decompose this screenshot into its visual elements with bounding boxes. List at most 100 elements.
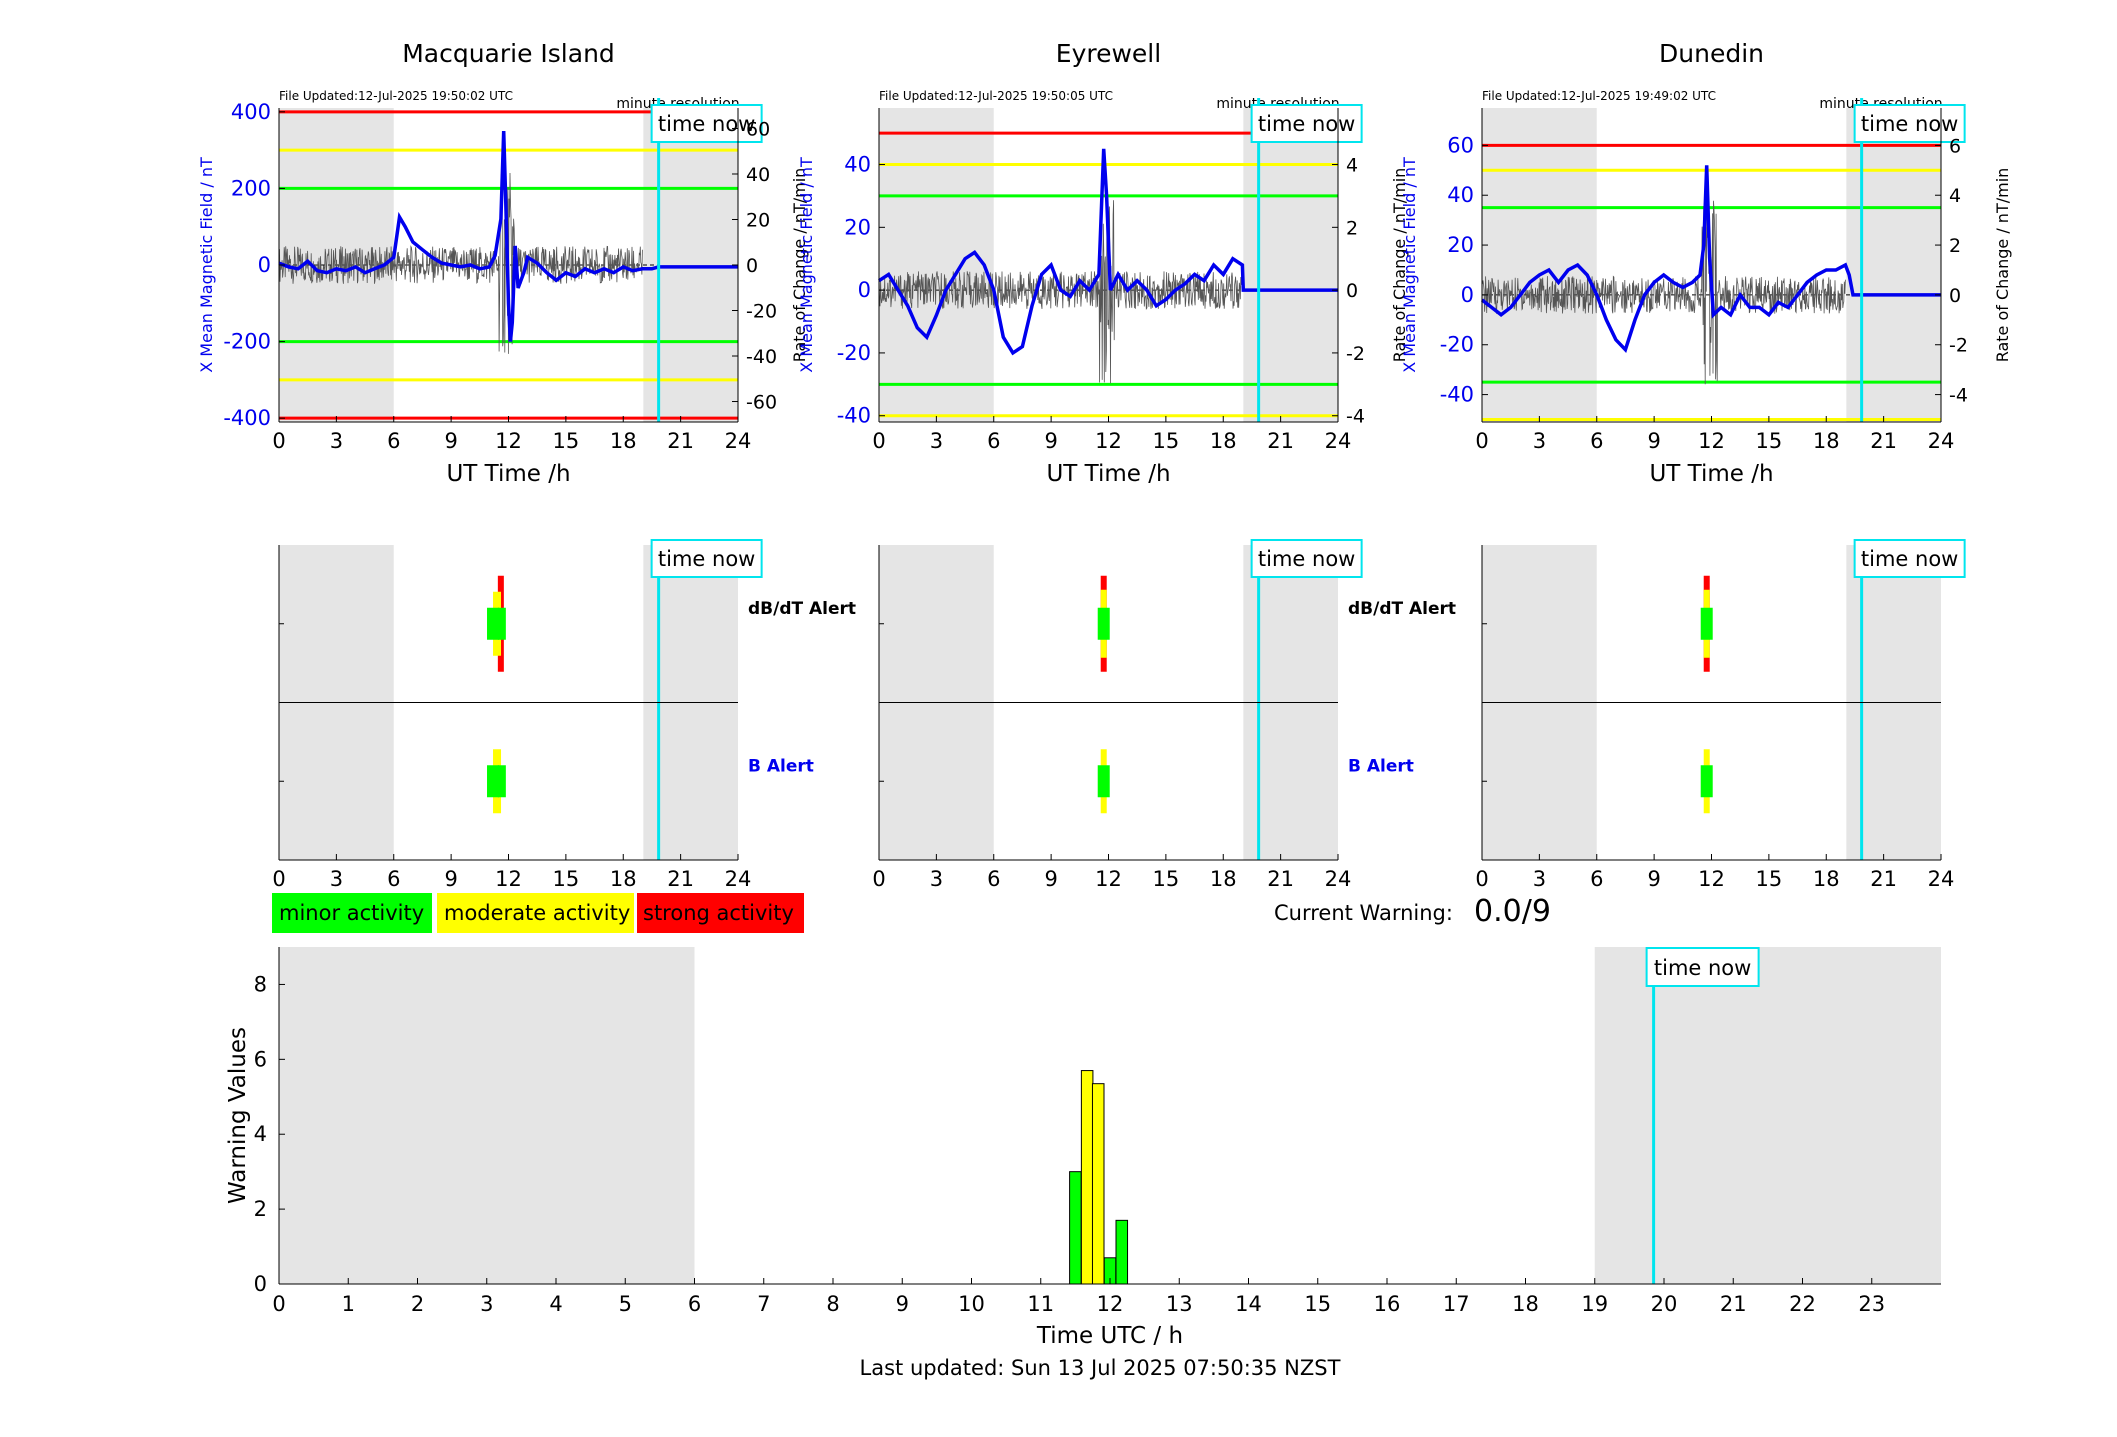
x-tick-label: 15 [1153,867,1180,891]
b-alert-label: B Alert [1348,756,1414,776]
x-tick-label: 3 [930,867,943,891]
footer-last-updated: Last updated: Sun 13 Jul 2025 07:50:35 N… [860,1356,1341,1380]
y2-axis-label: Rate of Change / nT/min [790,168,809,363]
x-tick-label: 6 [688,1292,701,1316]
file-updated-text: File Updated:12-Jul-2025 19:50:05 UTC [879,89,1113,103]
x-tick-label: 15 [1756,867,1783,891]
x-tick-label: 0 [272,1292,285,1316]
x-axis-label: Time UTC / h [1036,1323,1183,1349]
y-axis-label: X Mean Magnetic Field / nT [1400,157,1419,373]
x-tick-label: 2 [411,1292,424,1316]
x-tick-label: 3 [330,429,343,453]
x-tick-label: 21 [1870,867,1897,891]
panel-title: Macquarie Island [402,39,615,68]
y-tick-label: 40 [844,153,871,177]
x-tick-label: 20 [1651,1292,1678,1316]
magnetometer-panel-2: Eyrewell File Updated:12-Jul-2025 19:50:0… [797,39,1409,487]
x-tick-label: 21 [1267,429,1294,453]
night-shading [279,947,695,1284]
x-tick-label: 14 [1235,1292,1262,1316]
dbdt-minor-mark [1700,607,1713,640]
y-tick-label: 8 [254,972,267,996]
b-minor-mark [1097,765,1110,798]
magnetometer-panel-3: Dunedin File Updated:12-Jul-2025 19:49:02… [1400,39,2012,487]
x-axis-label: UT Time /h [1649,461,1773,487]
current-warning-value: 0.0/9 [1474,894,1551,929]
x-tick-label: 10 [958,1292,985,1316]
x-tick-label: 11 [1027,1292,1054,1316]
y2-tick-label: 4 [1949,185,1961,207]
x-tick-label: 18 [1210,429,1237,453]
x-tick-label: 18 [610,867,637,891]
file-updated-text: File Updated:12-Jul-2025 19:49:02 UTC [1482,89,1716,103]
time-now-box [1853,539,1966,578]
x-tick-label: 15 [1153,429,1180,453]
y-tick-label: 6 [254,1047,267,1071]
night-shading [1594,947,1941,1284]
x-tick-label: 6 [387,429,400,453]
y2-tick-label: -2 [1949,335,1968,357]
warning-bar [1115,1219,1129,1285]
legend-minor-swatch [272,893,432,933]
y-tick-label: 0 [254,1272,267,1296]
time-now-box [1645,947,1760,987]
x-tick-label: 23 [1858,1292,1885,1316]
time-now-label: time now [1654,956,1751,980]
legend-moderate-label: moderate activity [444,901,630,925]
dbdt-minor-mark [1097,607,1110,640]
time-now-box [1853,104,1966,143]
y-axis-label: X Mean Magnetic Field / nT [797,157,816,373]
y-tick-label: -20 [837,341,871,365]
x-tick-label: 3 [480,1292,493,1316]
current-warning-label: Current Warning: [1274,901,1453,925]
warning-bar [1080,1070,1094,1285]
x-tick-label: 0 [1475,429,1488,453]
x-tick-label: 21 [1267,867,1294,891]
y2-tick-label: -20 [746,301,777,323]
x-tick-label: 6 [1590,867,1603,891]
x-tick-label: 18 [1512,1292,1539,1316]
magnetometer-panel-1: Macquarie Island File Updated:12-Jul-2025… [197,39,809,487]
x-tick-label: 0 [872,429,885,453]
time-now-label: time now [658,112,755,136]
y2-tick-label: 2 [1949,235,1961,257]
y-tick-label: 20 [844,215,871,239]
y-tick-label: 200 [231,176,271,200]
y-tick-label: 40 [1447,183,1474,207]
y2-tick-label: 0 [1949,285,1961,307]
y-tick-label: -20 [1440,333,1474,357]
night-shading [879,108,994,422]
dbdt-alert-label: dB/dT Alert [748,599,856,619]
time-now-label: time now [1258,112,1355,136]
y-tick-label: 4 [254,1122,267,1146]
x-tick-label: 24 [1325,867,1352,891]
x-tick-label: 9 [1044,429,1057,453]
x-tick-label: 5 [619,1292,632,1316]
alert-panel-2: time now 0 3 6 9 12 15 18 21 24 dB/dT Alert B Alert [872,539,1456,891]
x-tick-label: 6 [987,429,1000,453]
y-tick-label: -200 [223,330,271,354]
x-field-line [278,130,738,342]
y-tick-label: 20 [1447,233,1474,257]
time-now-label: time now [1861,112,1958,136]
panel-title: Eyrewell [1056,39,1161,68]
y-tick-label: -400 [223,406,271,430]
y-tick-label: 400 [231,100,271,124]
x-axis-label: UT Time /h [446,461,570,487]
x-tick-label: 24 [1928,867,1955,891]
x-field-line [878,148,1338,356]
y2-tick-label: 0 [1346,280,1358,302]
y-tick-label: 0 [1461,283,1474,307]
y2-tick-label: -40 [746,346,777,368]
alert-panel-3: time now 0 3 6 9 12 15 18 21 24 [1475,539,1966,891]
time-now-box [650,104,763,143]
x-tick-label: 7 [757,1292,770,1316]
dbdt-minor-mark [497,607,506,640]
x-tick-label: 0 [872,867,885,891]
warning-bar [1069,1171,1082,1285]
x-tick-label: 3 [1533,429,1546,453]
activity-legend: minor activity moderate activity strong … [272,893,804,933]
y2-tick-label: 2 [1346,217,1358,239]
x-tick-label: 0 [272,429,285,453]
